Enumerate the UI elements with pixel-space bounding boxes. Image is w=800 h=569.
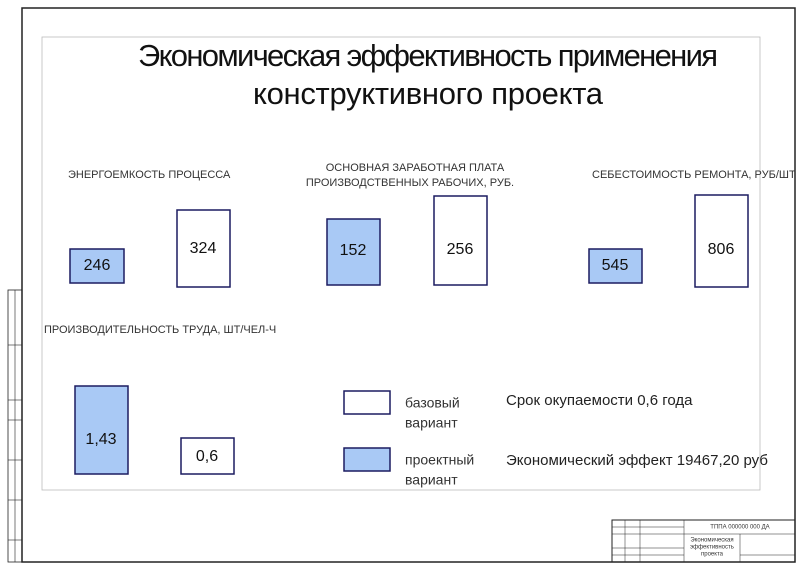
project-box <box>74 385 129 475</box>
panel-label: ЭНЕРГОЕМКОСТЬ ПРОЦЕССА <box>68 169 231 181</box>
drawing-frame <box>21 7 796 563</box>
legend-swatch <box>343 390 391 415</box>
legend-label: вариант <box>405 472 458 488</box>
stamp-code: ТППА 000000 000 ДА <box>710 525 769 531</box>
base-value: 324 <box>190 240 217 257</box>
title-line: конструктивного проекта <box>253 76 604 111</box>
base-box <box>433 195 488 286</box>
payback-note: Срок окупаемости 0,6 года <box>506 392 693 409</box>
side-strip-lines <box>8 290 22 562</box>
legend-swatch <box>343 447 391 472</box>
project-value: 545 <box>602 257 629 274</box>
project-value: 246 <box>84 257 111 274</box>
panel-label: ПРОИЗВОДСТВЕННЫХ РАБОЧИХ, РУБ. <box>306 177 514 189</box>
project-value: 152 <box>340 242 367 259</box>
project-box <box>326 218 381 286</box>
panel-label: ОСНОВНАЯ ЗАРАБОТНАЯ ПЛАТА <box>326 162 505 174</box>
panel-label: СЕБЕСТОИМОСТЬ РЕМОНТА, РУБ/ШТ <box>592 169 796 181</box>
title-line: Экономическая эффективность применения <box>138 38 718 73</box>
effect-note: Экономический эффект 19467,20 руб <box>506 452 768 469</box>
project-box <box>69 248 125 284</box>
legend-label: базовый <box>405 395 460 411</box>
stamp-name: эффективность <box>690 545 734 551</box>
project-value: 1,43 <box>85 431 116 448</box>
base-box <box>180 437 235 475</box>
base-value: 806 <box>708 241 735 258</box>
legend-label: проектный <box>405 452 474 468</box>
base-value: 0,6 <box>196 448 218 465</box>
stamp-name: Экономическая <box>690 538 733 544</box>
title-block: ТППА 000000 000 ДА Экономическая эффекти… <box>611 519 796 563</box>
base-value: 256 <box>447 241 474 258</box>
base-box <box>176 209 231 288</box>
base-box <box>694 194 749 288</box>
stamp-name: проекта <box>701 552 724 558</box>
project-box <box>588 248 643 284</box>
content-frame <box>41 36 761 491</box>
legend-label: вариант <box>405 415 458 431</box>
panel-label: ПРОИЗВОДИТЕЛЬНОСТЬ ТРУДА, ШТ/ЧЕЛ-Ч <box>44 324 276 336</box>
